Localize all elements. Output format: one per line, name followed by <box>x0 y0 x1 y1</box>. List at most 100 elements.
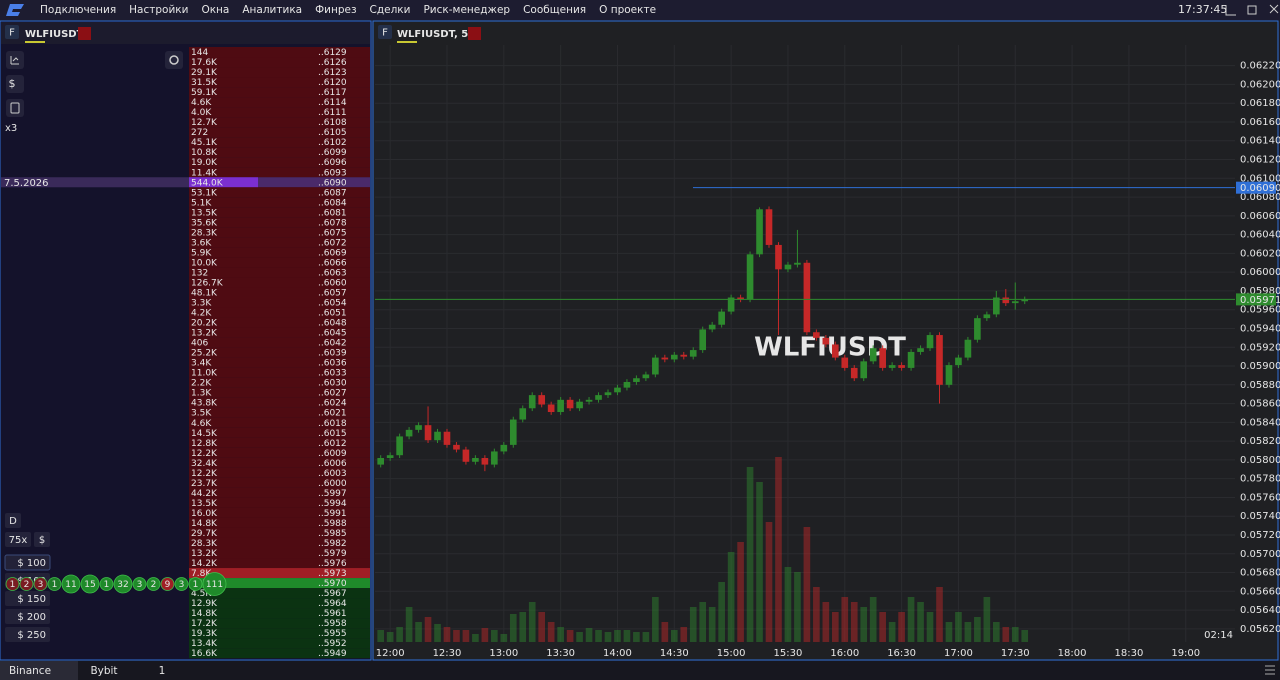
volume-bar <box>652 597 659 642</box>
book-price: ..6051 <box>318 309 347 319</box>
book-row <box>189 77 370 88</box>
book-row <box>189 217 370 228</box>
book-price: ..5967 <box>318 589 347 599</box>
volume-bar <box>974 617 981 642</box>
book-price: ..6078 <box>318 218 347 228</box>
exchange-tab[interactable]: Binance <box>9 665 51 677</box>
volume-bar <box>481 628 489 642</box>
book-row <box>189 337 370 348</box>
volume-bar <box>443 627 451 642</box>
book-row <box>189 417 370 428</box>
book-row <box>189 568 370 579</box>
trade-label: 32 <box>117 580 128 590</box>
menu-item[interactable]: Риск-менеджер <box>423 4 510 16</box>
candle-body <box>888 365 896 368</box>
book-price: ..6120 <box>318 78 347 88</box>
y-tick-label: 0.05980 <box>1240 286 1280 297</box>
book-size: 19.3K <box>191 629 218 639</box>
book-row <box>189 127 370 138</box>
book-size: 43.8K <box>191 399 218 409</box>
active-tab[interactable] <box>0 661 78 680</box>
timeframe-button[interactable] <box>5 513 21 528</box>
book-row <box>189 548 370 559</box>
menu-item[interactable]: Аналитика <box>242 4 302 16</box>
book-size: 12.9K <box>191 599 218 609</box>
book-row <box>189 167 370 178</box>
candle-body <box>623 381 631 388</box>
book-size: 28.3K <box>191 228 218 238</box>
y-tick-label: 0.05740 <box>1240 511 1280 522</box>
exchange-tab[interactable]: Bybit <box>90 665 117 677</box>
price-label-box <box>1236 181 1276 194</box>
trade-bubble <box>146 577 161 591</box>
book-price: ..6114 <box>318 98 347 108</box>
volume-bar <box>1021 630 1029 642</box>
amount-button[interactable] <box>5 609 50 624</box>
trade-label: 3 <box>179 580 185 590</box>
candle-body <box>841 357 849 368</box>
menu-item[interactable]: Финрез <box>315 4 356 16</box>
tool-button[interactable] <box>6 75 24 93</box>
candle-body <box>775 244 782 270</box>
menu-item[interactable]: Сделки <box>370 4 411 16</box>
menu-item[interactable]: Настройки <box>129 4 188 16</box>
volume-bar <box>869 597 877 642</box>
candle-body <box>396 436 403 456</box>
currency-text: $ <box>39 535 45 546</box>
candle-body <box>405 429 413 437</box>
y-tick-label: 0.06180 <box>1240 98 1280 109</box>
amount-button[interactable] <box>4 554 51 571</box>
amount-button[interactable] <box>5 591 50 606</box>
y-tick-label: 0.05900 <box>1240 361 1280 372</box>
candle-body <box>822 337 830 345</box>
trade-label: 3 <box>137 580 143 590</box>
book-row <box>189 47 370 58</box>
volume-bar <box>708 607 716 642</box>
menu-icon[interactable] <box>1265 665 1275 675</box>
book-size: 11.4K <box>191 168 218 178</box>
candle-body <box>491 451 498 465</box>
book-row <box>189 67 370 78</box>
candle-body <box>699 329 707 351</box>
amount-button[interactable] <box>5 627 50 642</box>
menu-item[interactable]: Сообщения <box>523 4 586 16</box>
book-size: 3.6K <box>191 238 212 248</box>
menu-item[interactable]: О проекте <box>599 4 656 16</box>
book-size: 13.5K <box>191 208 218 218</box>
x-tick-label: 18:30 <box>1115 648 1144 659</box>
book-price: ..6123 <box>318 68 347 78</box>
exchange-tab[interactable]: 1 <box>159 665 166 677</box>
candle-body <box>869 348 877 362</box>
book-size: 12.2K <box>191 449 218 459</box>
tool-button[interactable] <box>6 99 24 117</box>
volume-bar <box>917 602 924 642</box>
book-price: ..6084 <box>318 198 347 208</box>
currency-button[interactable] <box>34 532 50 547</box>
book-size: 29.7K <box>191 529 218 539</box>
trade-bubble <box>160 577 175 591</box>
multiplier-button[interactable] <box>5 532 31 547</box>
gear-icon <box>169 55 179 65</box>
volume-bar <box>472 634 479 642</box>
book-size: 4.6K <box>191 419 212 429</box>
logo[interactable] <box>6 4 24 16</box>
menu-item[interactable]: Подключения <box>40 4 116 16</box>
volume-bar <box>547 622 555 642</box>
book-price: ..5961 <box>318 609 347 619</box>
window-controls[interactable] <box>1225 4 1279 16</box>
price-label: 0.05971 <box>1240 295 1280 306</box>
candle-body <box>689 350 697 357</box>
book-price: ..6030 <box>318 379 347 389</box>
exchange-badge <box>378 25 392 39</box>
book-price: ..6009 <box>318 449 347 459</box>
tool-button[interactable] <box>6 51 24 69</box>
settings-button[interactable] <box>165 51 183 69</box>
volume-bar <box>860 607 868 642</box>
book-size: 13.4K <box>191 639 218 649</box>
book-price: ..6057 <box>318 288 347 298</box>
menu-item[interactable]: Окна <box>201 4 229 16</box>
y-tick-label: 0.05800 <box>1240 455 1280 466</box>
volume-bar <box>377 630 384 642</box>
candle-body <box>415 425 422 430</box>
y-tick-label: 0.06040 <box>1240 230 1280 241</box>
